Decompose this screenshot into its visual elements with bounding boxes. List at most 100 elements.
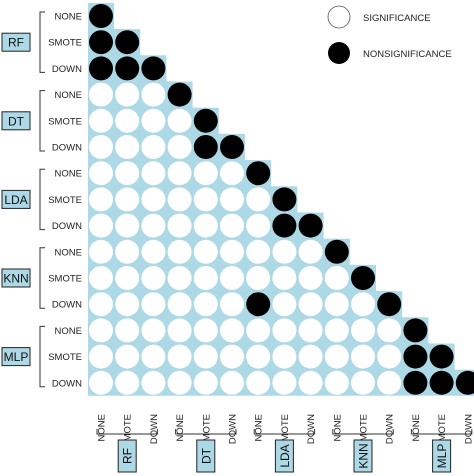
col-group-box-dt — [196, 439, 216, 473]
matrix-cell-10-0 — [89, 266, 113, 290]
row-label-rf-down: DOWN — [52, 64, 82, 75]
row-bracket-mlp — [39, 325, 45, 388]
matrix-cell-11-1 — [115, 292, 140, 317]
col-group-label-knn: KNN — [357, 443, 371, 468]
matrix-cell-0-0 — [89, 4, 113, 28]
col-bracket-rf — [96, 429, 158, 435]
matrix-cell-7-0 — [89, 187, 113, 212]
matrix-cell-5-5 — [220, 135, 244, 159]
row-bracket-rf — [39, 11, 45, 73]
matrix-cell-13-2 — [141, 344, 166, 369]
matrix-cell-10-3 — [167, 266, 192, 290]
col-label-knn-none: NONE — [332, 414, 343, 441]
row-group-label-mlp: MLP — [4, 350, 29, 364]
matrix-cell-7-5 — [220, 187, 244, 212]
matrix-cell-12-7 — [272, 318, 297, 343]
matrix-cell-13-5 — [220, 344, 244, 369]
matrix-cell-11-9 — [324, 292, 349, 317]
col-label-mlp-smote: SMOTE — [437, 414, 448, 448]
matrix-cell-8-2 — [141, 213, 166, 238]
legend-significance-label: SIGNIFICANCE — [363, 13, 431, 24]
col-group-label-rf: RF — [121, 448, 135, 464]
matrix-cell-11-11 — [377, 292, 402, 317]
matrix-cell-5-4 — [193, 135, 218, 159]
matrix-cell-14-10 — [351, 370, 375, 395]
matrix-cell-12-3 — [167, 318, 192, 343]
col-bracket-dt — [175, 429, 237, 435]
row-label-rf-smote: SMOTE — [48, 38, 82, 49]
matrix-cell-1-0 — [89, 30, 113, 55]
matrix-cell-14-9 — [324, 370, 349, 395]
matrix-cell-11-8 — [298, 292, 323, 317]
row-group-label-lda: LDA — [4, 193, 27, 207]
matrix-cell-14-6 — [246, 370, 271, 395]
matrix-cell-6-3 — [167, 161, 192, 186]
matrix-cell-8-8 — [298, 213, 323, 238]
matrix-cell-12-10 — [351, 318, 375, 343]
row-axis: NONE SMOTE DOWN RF NONE SMOTE DOWN DT NONE SMOTE D… — [1, 11, 82, 389]
matrix-cell-3-2 — [141, 82, 166, 107]
matrix-cell-9-7 — [272, 239, 297, 264]
matrix-cell-2-0 — [89, 56, 113, 81]
matrix-cell-12-12 — [403, 318, 428, 343]
matrix-cell-10-7 — [272, 266, 297, 290]
matrix-cell-13-3 — [167, 344, 192, 369]
col-label-lda-none: NONE — [254, 414, 265, 441]
matrix-cell-11-4 — [193, 292, 218, 317]
col-bracket-lda — [253, 429, 316, 435]
matrix-cell-9-0 — [89, 239, 113, 264]
col-label-mlp-none: NONE — [411, 414, 422, 441]
col-group-box-rf — [117, 439, 137, 473]
matrix-cell-8-5 — [220, 213, 244, 238]
matrix-cell-5-2 — [141, 135, 166, 159]
matrix-cell-13-8 — [298, 344, 323, 369]
matrix-cell-14-3 — [167, 370, 192, 395]
matrix-cell-12-8 — [298, 318, 323, 343]
matrix-cell-11-2 — [141, 292, 166, 317]
row-group-label-dt: DT — [8, 114, 25, 128]
matrix-cell-12-1 — [115, 318, 140, 343]
matrix-cell-6-5 — [220, 161, 244, 186]
matrix-cell-11-3 — [167, 292, 192, 317]
matrix-cell-14-2 — [141, 370, 166, 395]
matrix-cell-4-3 — [167, 108, 192, 133]
matrix-cell-12-9 — [324, 318, 349, 343]
col-label-rf-none: NONE — [97, 414, 108, 441]
matrix-cell-4-4 — [193, 108, 218, 133]
row-label-dt-smote: SMOTE — [48, 116, 82, 127]
matrix-cell-8-6 — [246, 213, 271, 238]
matrix-cell-11-6 — [246, 292, 271, 317]
matrix-cell-14-14 — [455, 370, 474, 395]
col-label-rf-smote: SMOTE — [123, 414, 134, 448]
matrix-cell-8-1 — [115, 213, 140, 238]
matrix-cell-8-7 — [272, 213, 297, 238]
matrix-cell-13-9 — [324, 344, 349, 369]
matrix-cell-1-1 — [115, 30, 140, 55]
legend-nonsignificance-label: NONSIGNIFICANCE — [363, 49, 452, 60]
matrix-cell-10-9 — [324, 266, 349, 290]
matrix-cell-11-10 — [351, 292, 375, 317]
matrix-cells — [89, 4, 474, 395]
matrix-cell-7-4 — [193, 187, 218, 212]
matrix-cell-9-9 — [324, 239, 349, 264]
matrix-cell-6-0 — [89, 161, 113, 186]
matrix-cell-13-0 — [89, 344, 113, 369]
matrix-cell-3-1 — [115, 82, 140, 107]
col-group-box-mlp — [432, 439, 452, 473]
matrix-cell-4-1 — [115, 108, 140, 133]
col-label-mlp-down: DOWN — [463, 414, 474, 444]
matrix-cell-9-4 — [193, 239, 218, 264]
col-bracket-knn — [332, 429, 394, 435]
row-label-mlp-none: NONE — [55, 326, 82, 337]
matrix-cell-12-0 — [89, 318, 113, 343]
matrix-cell-10-10 — [351, 266, 375, 290]
matrix-cell-8-4 — [193, 213, 218, 238]
matrix-cell-13-11 — [377, 344, 402, 369]
matrix-cell-10-8 — [298, 266, 323, 290]
row-group-box-rf — [1, 32, 31, 52]
matrix-cell-9-5 — [220, 239, 244, 264]
col-label-lda-down: DOWN — [306, 414, 317, 444]
col-group-box-lda — [274, 439, 294, 473]
matrix-cell-10-1 — [115, 266, 140, 290]
